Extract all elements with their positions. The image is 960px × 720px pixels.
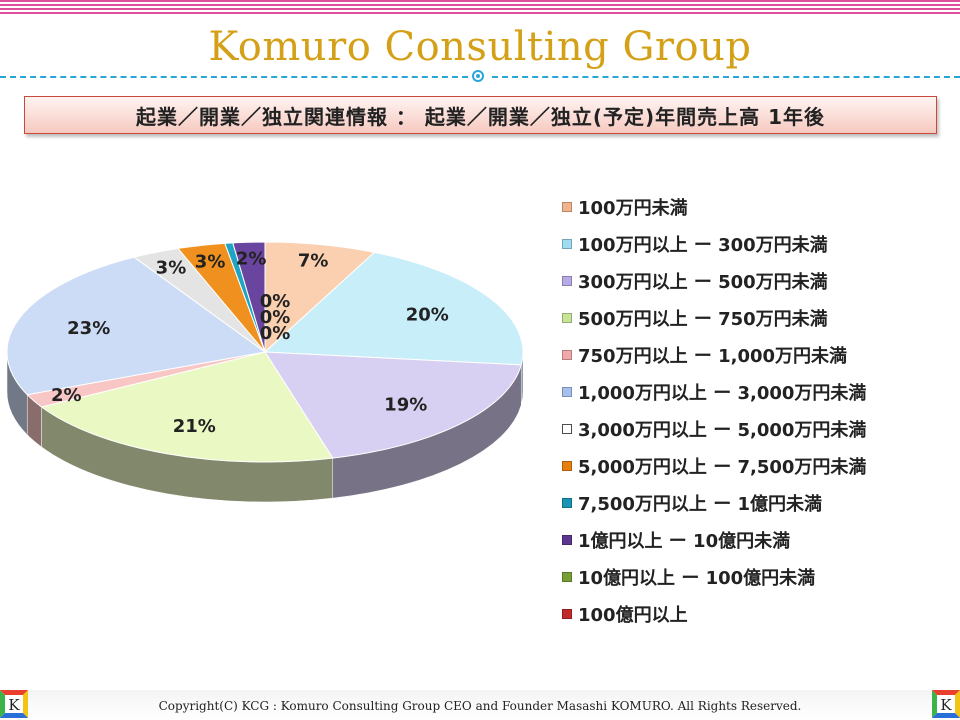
legend-label-10: 10億円以上 ー 100億円未満 [578, 567, 816, 589]
pie-data-label-7: 3% [195, 251, 226, 272]
pie-slice-3 [40, 351, 334, 463]
legend-swatch-10 [562, 571, 572, 582]
legend-swatch-7 [562, 460, 572, 471]
legend-item-3: 500万円以上 ー 750万円未満 [562, 299, 960, 336]
legend-item-0: 100万円未満 [562, 188, 960, 225]
legend-label-7: 5,000万円以上 ー 7,500万円未満 [578, 456, 867, 478]
logo-letter-right: K [940, 696, 952, 714]
legend-swatch-6 [562, 423, 572, 434]
pie-slice-0 [264, 241, 376, 354]
legend-label-9: 1億円以上 ー 10億円未満 [578, 530, 791, 552]
pie-data-label-1: 20% [406, 304, 449, 325]
kcg-logo-icon-left: K [0, 690, 28, 718]
legend-label-1: 100万円以上 ー 300万円未満 [578, 234, 828, 256]
slide-subtitle-text: 起業／開業／独立関連情報 ： 起業／開業／独立(予定)年間売上高 1年後 [135, 104, 826, 129]
pie-data-label-8: 0% [260, 291, 291, 312]
legend-label-8: 7,500万円以上 ー 1億円未満 [578, 493, 822, 515]
pie-chart: 7%20%19%21%2%23%3% 3%0%2%0%0% [6, 241, 524, 503]
legend-item-6: 3,000万円以上 ー 5,000万円未満 [562, 410, 960, 447]
pie-slice-9 [232, 241, 266, 353]
legend-label-0: 100万円未満 [578, 197, 688, 219]
legend-item-8: 7,500万円以上 ー 1億円未満 [562, 484, 960, 521]
legend-swatch-1 [562, 238, 572, 249]
legend-item-2: 300万円以上 ー 500万円未満 [562, 262, 960, 299]
pie-data-label-5: 23% [67, 318, 110, 339]
slide-subtitle: 起業／開業／独立関連情報 ： 起業／開業／独立(予定)年間売上高 1年後 [24, 96, 937, 134]
legend-item-1: 100万円以上 ー 300万円未満 [562, 225, 960, 262]
pie-data-label-0: 7% [298, 251, 329, 272]
pie-data-label-2: 19% [384, 395, 427, 416]
brand-title: Komuro Consulting Group [208, 24, 752, 70]
legend-item-5: 1,000万円以上 ー 3,000万円未満 [562, 373, 960, 410]
legend-swatch-11 [562, 608, 572, 619]
legend-item-4: 750万円以上 ー 1,000万円未満 [562, 336, 960, 373]
legend-label-3: 500万円以上 ー 750万円未満 [578, 308, 828, 330]
legend-swatch-4 [562, 349, 572, 360]
legend-item-10: 10億円以上 ー 100億円未満 [562, 558, 960, 595]
legend-swatch-9 [562, 534, 572, 545]
legend-label-6: 3,000万円以上 ー 5,000万円未満 [578, 419, 867, 441]
legend-swatch-0 [562, 201, 572, 212]
legend-item-11: 100億円以上 [562, 595, 960, 632]
pie-data-label-6: 3% [156, 257, 187, 278]
top-stripe [0, 0, 960, 14]
legend-swatch-3 [562, 312, 572, 323]
divider-ornament-icon [472, 70, 484, 82]
header-divider-left [0, 76, 468, 78]
legend-swatch-8 [562, 497, 572, 508]
header-divider-right [492, 76, 960, 78]
pie-slice-1 [263, 251, 524, 366]
legend-label-11: 100億円以上 [578, 604, 688, 626]
pie-data-label-4: 2% [51, 385, 82, 406]
legend-item-7: 5,000万円以上 ー 7,500万円未満 [562, 447, 960, 484]
legend-item-9: 1億円以上 ー 10億円未満 [562, 521, 960, 558]
pie-slice-5 [6, 256, 267, 396]
footer-bar [0, 690, 960, 720]
legend-swatch-2 [562, 275, 572, 286]
logo-letter-left: K [8, 696, 20, 714]
pie-data-label-10: 0% [260, 307, 291, 328]
legend-label-4: 750万円以上 ー 1,000万円未満 [578, 345, 848, 367]
pie-data-label-9: 2% [236, 249, 267, 270]
legend-swatch-5 [562, 386, 572, 397]
pie-data-label-3: 21% [173, 416, 216, 437]
kcg-logo-icon-right: K [932, 690, 960, 718]
pie-data-label-11: 0% [260, 323, 291, 344]
legend-label-5: 1,000万円以上 ー 3,000万円未満 [578, 382, 867, 404]
pie-slice-2 [264, 351, 522, 459]
footer-copyright: Copyright(C) KCG : Komuro Consulting Gro… [158, 699, 802, 713]
chart-legend: 100万円未満 100万円以上 ー 300万円未満 300万円以上 ー 500万円未… [562, 188, 960, 632]
legend-label-2: 300万円以上 ー 500万円未満 [578, 271, 828, 293]
